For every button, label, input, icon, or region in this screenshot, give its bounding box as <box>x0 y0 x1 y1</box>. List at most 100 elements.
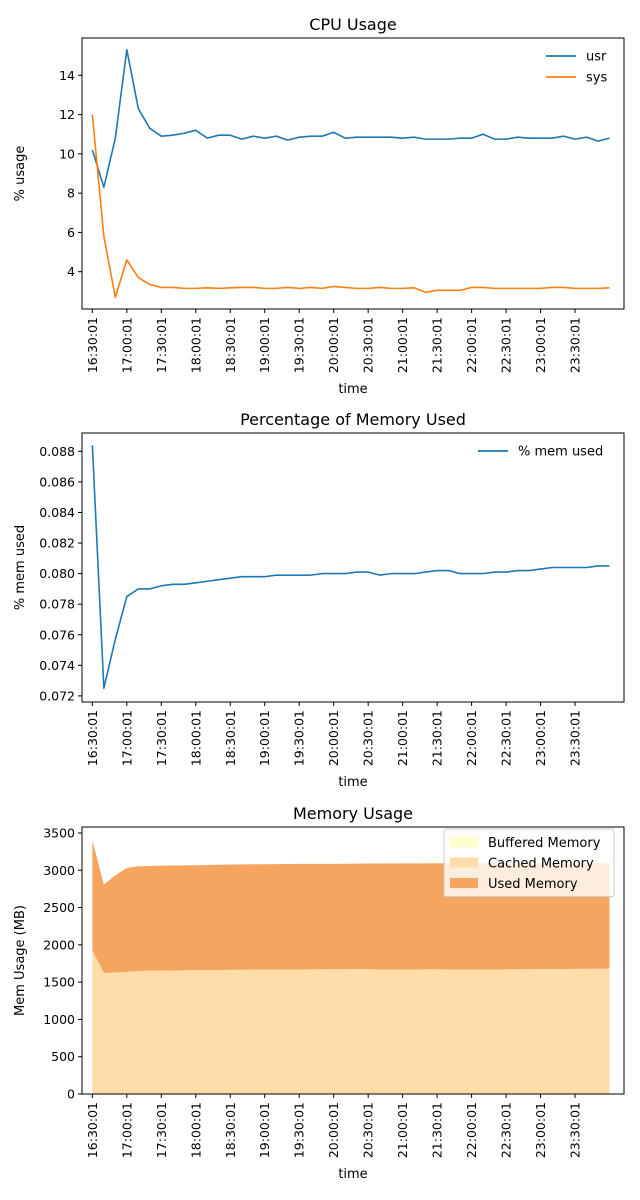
x-tick-label: 19:30:01 <box>292 317 307 373</box>
x-tick-label: 20:00:01 <box>326 317 341 373</box>
series-line-usr <box>91 48 610 189</box>
y-tick-label: 0 <box>67 1087 75 1102</box>
area-cached-memory <box>92 950 610 1094</box>
x-tick-label: 17:00:01 <box>119 317 134 373</box>
x-tick-label: 19:00:01 <box>257 317 272 373</box>
legend-swatch <box>450 857 478 868</box>
y-tick-label: 0.080 <box>39 566 75 581</box>
x-tick-label: 20:00:01 <box>326 1102 341 1158</box>
legend: usr sys <box>546 50 607 86</box>
y-tick-label: 8 <box>67 186 75 201</box>
x-tick-label: 18:00:01 <box>188 317 203 373</box>
x-tick-label: 22:00:01 <box>464 317 479 373</box>
x-tick-label: 17:30:01 <box>154 317 169 373</box>
x-tick-label: 23:00:01 <box>533 1102 548 1158</box>
x-tick-label: 17:00:01 <box>119 710 134 766</box>
y-tick-label: 0.076 <box>39 627 75 642</box>
y-tick-label: 0.088 <box>39 444 75 459</box>
x-tick-label: 16:30:01 <box>85 1102 100 1158</box>
x-tick-label: 23:30:01 <box>568 1102 583 1158</box>
y-tick-label: 0.072 <box>39 688 75 703</box>
y-tick-label: 1500 <box>43 975 75 990</box>
legend-swatch <box>450 878 478 888</box>
x-tick-label: 23:30:01 <box>568 710 583 766</box>
y-tick-label: 6 <box>67 225 75 240</box>
y-tick-label: 500 <box>51 1049 75 1064</box>
y-tick-label: 12 <box>59 107 75 122</box>
y-tick-label: 0.078 <box>39 597 75 612</box>
legend-label: sys <box>586 71 607 86</box>
x-tick-label: 18:00:01 <box>188 710 203 766</box>
x-tick-label: 21:30:01 <box>430 710 445 766</box>
y-tick-label: 3500 <box>43 825 75 840</box>
y-tick-label: 0.086 <box>39 474 75 489</box>
x-tick-label: 17:00:01 <box>119 1102 134 1158</box>
y-tick-label: 2500 <box>43 900 75 915</box>
legend-label: % mem used <box>518 445 603 460</box>
legend-label: usr <box>586 50 607 65</box>
x-axis-label: time <box>338 1167 367 1182</box>
x-tick-label: 20:00:01 <box>326 710 341 766</box>
y-tick-label: 0.084 <box>39 505 75 520</box>
x-tick-label: 17:30:01 <box>154 1102 169 1158</box>
x-tick-label: 22:00:01 <box>464 710 479 766</box>
legend-swatch <box>450 837 478 847</box>
y-tick-label: 0.082 <box>39 536 75 551</box>
series-line-mem-used <box>91 445 610 690</box>
x-axis-label: time <box>338 775 367 790</box>
legend: % mem used <box>478 445 603 460</box>
x-tick-label: 21:00:01 <box>395 1102 410 1158</box>
x-tick-label: 17:30:01 <box>154 710 169 766</box>
y-tick-label: 0.074 <box>39 658 75 673</box>
x-tick-label: 20:30:01 <box>361 1102 376 1158</box>
x-tick-label: 22:30:01 <box>499 1102 514 1158</box>
legend: Buffered Memory Cached Memory Used Memory <box>443 828 615 897</box>
x-tick-label: 21:00:01 <box>395 710 410 766</box>
plot-frame <box>81 826 625 1095</box>
chart-1: CPU Usage 4 6 8 10 12 14 16:30:01 17:00:01 17:30:… <box>13 15 625 397</box>
chart-3: Memory Usage 0 500 1000 1500 2000 2500 3000 3500… <box>13 804 625 1182</box>
x-tick-label: 18:30:01 <box>223 710 238 766</box>
x-tick-label: 18:00:01 <box>188 1102 203 1158</box>
y-axis-label: Mem Usage (MB) <box>13 905 28 1016</box>
chart-title: Percentage of Memory Used <box>240 410 466 429</box>
y-tick-label: 1000 <box>43 1012 75 1027</box>
series-line-sys <box>91 114 610 299</box>
x-tick-label: 21:30:01 <box>430 317 445 373</box>
legend-label: Used Memory <box>488 877 578 892</box>
legend-label: Cached Memory <box>488 857 594 872</box>
x-tick-label: 21:30:01 <box>430 1102 445 1158</box>
x-tick-label: 16:30:01 <box>85 317 100 373</box>
x-tick-label: 22:00:01 <box>464 1102 479 1158</box>
chart-title: CPU Usage <box>309 15 396 34</box>
legend-box <box>443 828 615 897</box>
y-axis-label: % usage <box>13 146 28 202</box>
x-tick-label: 19:00:01 <box>257 710 272 766</box>
x-tick-label: 20:30:01 <box>361 317 376 373</box>
x-tick-label: 18:30:01 <box>223 317 238 373</box>
plot-frame <box>81 432 625 703</box>
x-tick-label: 16:30:01 <box>85 710 100 766</box>
x-tick-label: 19:00:01 <box>257 1102 272 1158</box>
plot-frame <box>81 37 625 310</box>
x-axis-label: time <box>338 382 367 397</box>
y-tick-label: 10 <box>59 146 75 161</box>
legend-label: Buffered Memory <box>488 836 601 851</box>
x-tick-label: 23:00:01 <box>533 317 548 373</box>
x-tick-label: 23:30:01 <box>568 317 583 373</box>
y-tick-label: 4 <box>67 264 75 279</box>
x-tick-label: 22:30:01 <box>499 317 514 373</box>
y-axis-label: % mem used <box>13 525 28 610</box>
x-tick-label: 23:00:01 <box>533 710 548 766</box>
chart-title: Memory Usage <box>293 804 413 823</box>
y-tick-label: 3000 <box>43 863 75 878</box>
x-tick-label: 22:30:01 <box>499 710 514 766</box>
x-tick-label: 20:30:01 <box>361 710 376 766</box>
x-tick-label: 21:00:01 <box>395 317 410 373</box>
x-tick-label: 18:30:01 <box>223 1102 238 1158</box>
x-tick-label: 19:30:01 <box>292 1102 307 1158</box>
y-tick-label: 2000 <box>43 937 75 952</box>
x-tick-label: 19:30:01 <box>292 710 307 766</box>
y-tick-label: 14 <box>59 68 75 83</box>
